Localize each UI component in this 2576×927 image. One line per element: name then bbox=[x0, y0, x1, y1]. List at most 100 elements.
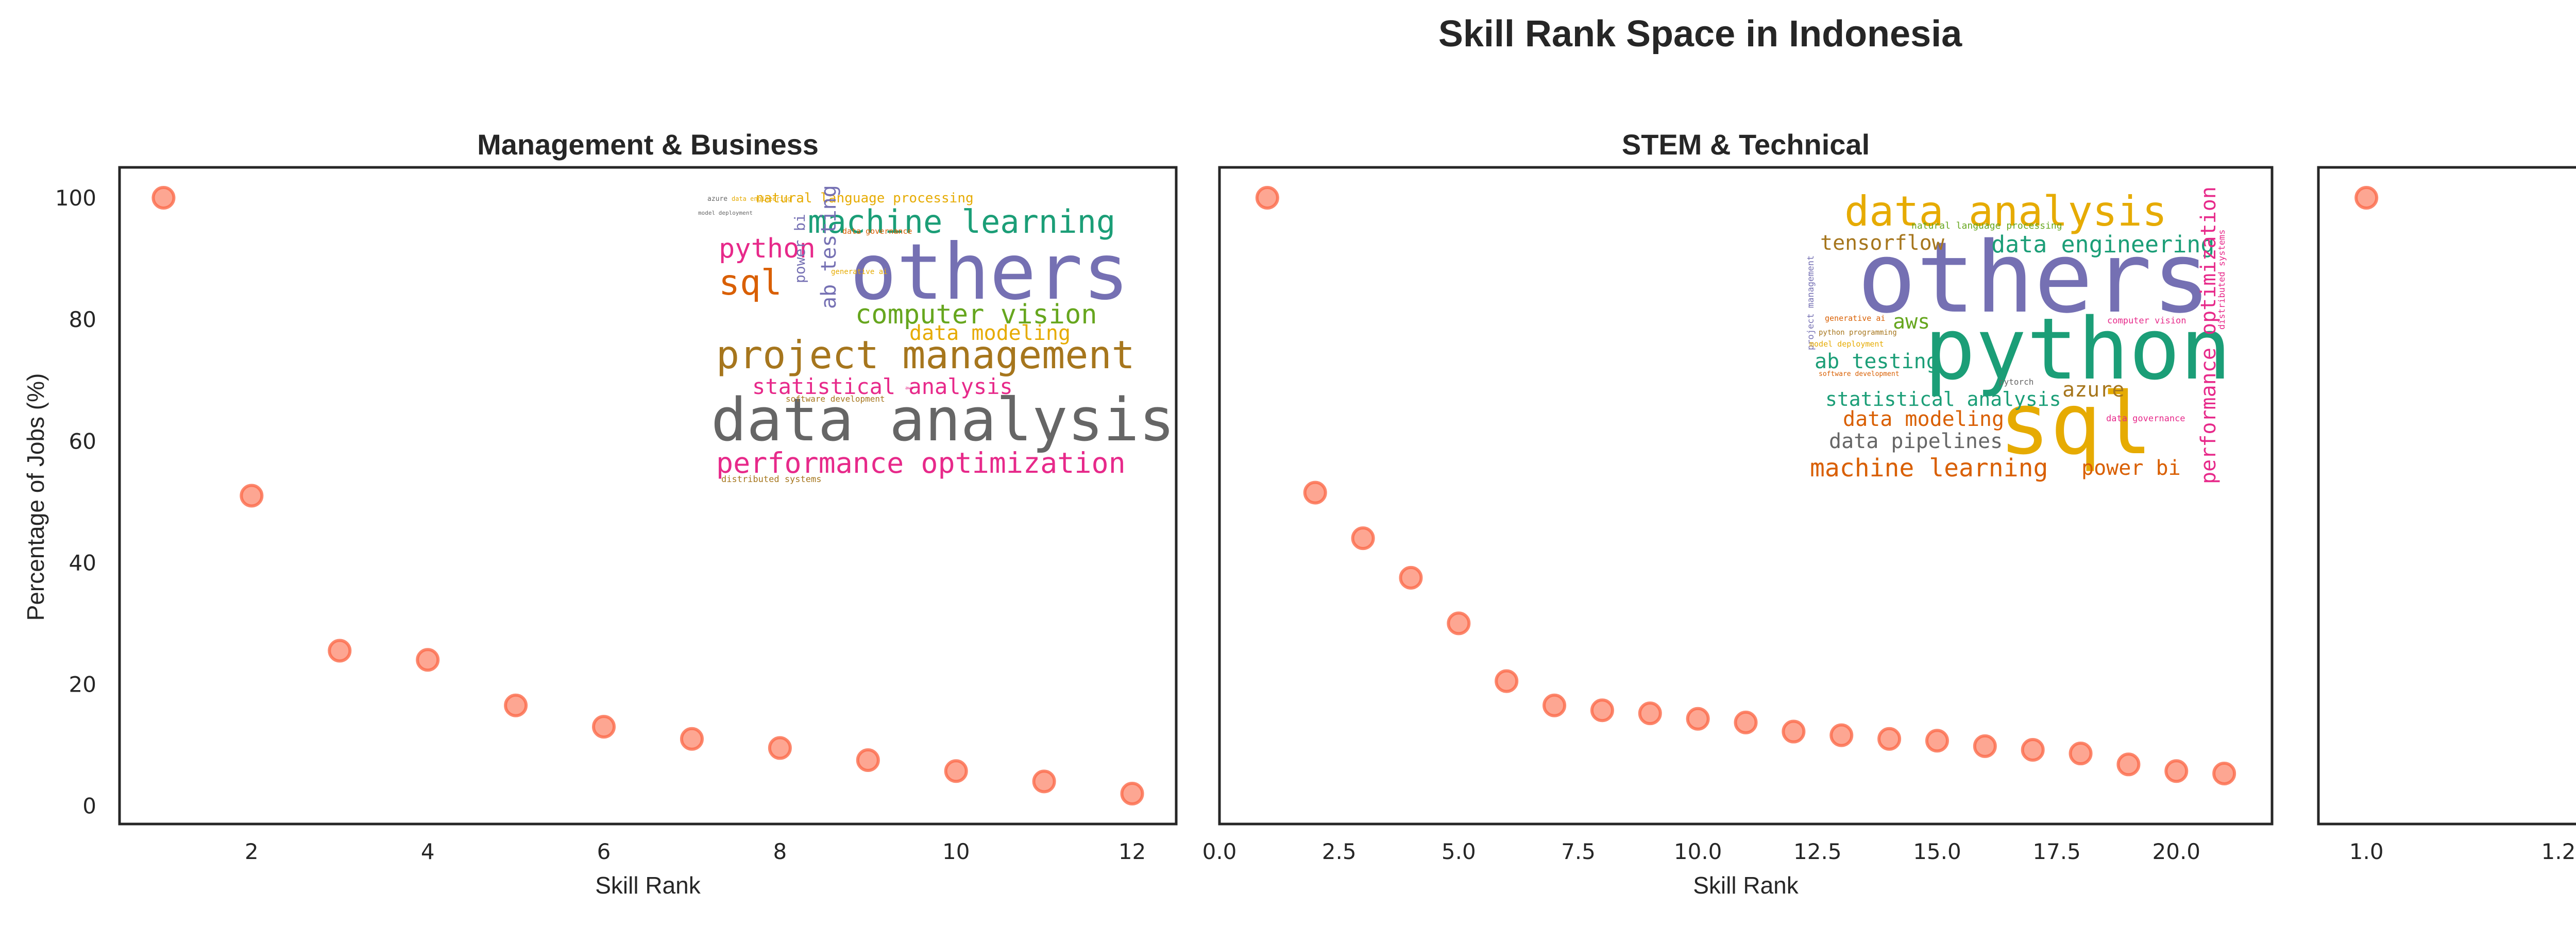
data-point bbox=[1734, 710, 1758, 734]
y-tick-label: 100 bbox=[55, 185, 96, 211]
data-point bbox=[856, 748, 880, 772]
y-tick-label: 60 bbox=[69, 428, 96, 454]
data-point bbox=[1303, 480, 1327, 505]
data-point bbox=[328, 639, 352, 663]
word-cloud-term: data analysis bbox=[1844, 187, 2167, 235]
x-tick-label: 5.0 bbox=[1442, 839, 1476, 864]
x-tick-label: 12.5 bbox=[1793, 839, 1842, 864]
word-cloud-term: natural language processing bbox=[1911, 220, 2062, 231]
y-tick-label: 20 bbox=[69, 672, 96, 697]
x-tick-label: 17.5 bbox=[2032, 839, 2081, 864]
word-cloud-term: power bi bbox=[2081, 456, 2181, 480]
word-cloud-term: performance optimization bbox=[716, 447, 1126, 479]
word-cloud-term: sql bbox=[1999, 374, 2153, 473]
word-cloud-term: model deployment bbox=[1809, 339, 1884, 349]
x-axis-label: Skill Rank bbox=[595, 872, 701, 899]
word-cloud-term: software development bbox=[1819, 370, 1900, 378]
x-tick-label: 6 bbox=[597, 839, 611, 864]
data-point bbox=[1495, 669, 1519, 693]
data-point bbox=[2069, 742, 2093, 766]
word-cloud-term: natural language processing bbox=[756, 191, 974, 206]
x-axis-label: Skill Rank bbox=[1693, 872, 1799, 899]
word-cloud-term: ab testing bbox=[817, 185, 841, 309]
word-cloud-term: data pipelines bbox=[1829, 430, 2003, 453]
word-cloud-term: others bbox=[850, 228, 1129, 317]
x-tick-label: 20.0 bbox=[2153, 839, 2201, 864]
axes-frame bbox=[2317, 166, 2576, 826]
word-cloud-term: data governance bbox=[842, 227, 912, 236]
word-cloud-term: python bbox=[719, 233, 816, 264]
data-point bbox=[1877, 727, 1902, 751]
data-point bbox=[1782, 719, 1806, 744]
data-point bbox=[1255, 186, 1279, 210]
word-cloud-term: data modeling bbox=[1843, 407, 2004, 431]
data-point bbox=[1590, 698, 1614, 723]
data-point bbox=[1032, 769, 1056, 794]
word-cloud-term: sql bbox=[719, 263, 782, 303]
axes-frame bbox=[118, 166, 1178, 826]
data-point bbox=[1638, 701, 1662, 726]
word-cloud-term: others bbox=[1857, 221, 2211, 335]
x-tick-label: 15.0 bbox=[1913, 839, 1961, 864]
word-cloud-term: data modeling bbox=[909, 321, 1071, 345]
panel-1: Management & Business others data analysis… bbox=[55, 128, 1178, 899]
x-tick-label: 2 bbox=[245, 839, 259, 864]
word-cloud-term: computer vision bbox=[855, 299, 1097, 330]
word-cloud-term: machine learning bbox=[808, 203, 1115, 241]
data-points bbox=[2354, 186, 2379, 210]
data-point bbox=[504, 693, 528, 717]
panel-title: STEM & Technical bbox=[1622, 128, 1870, 161]
x-tick-label: 10 bbox=[942, 839, 970, 864]
word-cloud-term: pytorch bbox=[1999, 377, 2033, 387]
word-cloud-term: data governance bbox=[2106, 414, 2185, 424]
y-axis-label: Percentage of Jobs (%) bbox=[22, 373, 49, 621]
word-cloud-term: azure bbox=[707, 195, 727, 203]
x-tick-label: 12 bbox=[1118, 839, 1146, 864]
word-cloud-term: generative ai bbox=[1825, 314, 1885, 323]
word-cloud-term: data analysis bbox=[711, 386, 1175, 455]
word-cloud-term: statistical analysis bbox=[1825, 388, 2061, 410]
panel-3: Service & Logisticsothersdistributed sys… bbox=[2317, 166, 2576, 864]
figure-title: Skill Rank Space in Indonesia bbox=[1438, 13, 1962, 55]
word-cloud-term: python programming bbox=[1819, 329, 1897, 337]
word-cloud-term: computer vision bbox=[2107, 316, 2187, 326]
data-point bbox=[1447, 611, 1471, 636]
word-cloud-term: machine learning bbox=[1810, 454, 2048, 483]
data-point bbox=[240, 484, 264, 508]
word-cloud-term: python bbox=[1924, 300, 2231, 399]
word-cloud-term: aws bbox=[1893, 310, 1930, 334]
word-cloud-term: model deployment bbox=[698, 210, 753, 216]
data-point bbox=[680, 727, 704, 751]
word-cloud-term: tensorflow bbox=[1820, 231, 1945, 255]
word-cloud-term: azure bbox=[2062, 378, 2124, 402]
word-cloud-term: generative ai bbox=[831, 268, 888, 276]
word-cloud-term: performance optimization bbox=[2197, 186, 2221, 484]
word-cloud-term: aws bbox=[905, 386, 913, 391]
word-cloud-term: power bi bbox=[791, 214, 808, 283]
data-point bbox=[1829, 723, 1854, 747]
word-cloud-term: ab testing bbox=[1815, 350, 1939, 373]
data-point bbox=[2021, 737, 2045, 762]
data-points bbox=[151, 186, 1144, 805]
data-point bbox=[768, 736, 792, 760]
data-point bbox=[2354, 186, 2379, 210]
y-tick-label: 0 bbox=[82, 794, 96, 819]
data-point bbox=[944, 759, 968, 783]
word-cloud-term: project management bbox=[716, 332, 1135, 377]
data-point bbox=[592, 715, 616, 739]
data-point bbox=[1399, 565, 1423, 590]
data-points bbox=[1255, 186, 2236, 786]
axes-frame bbox=[1218, 166, 2274, 826]
data-point bbox=[1973, 734, 1997, 758]
data-point bbox=[151, 186, 176, 210]
data-point bbox=[2164, 759, 2189, 783]
x-tick-label: 1.0 bbox=[2349, 839, 2384, 864]
data-point bbox=[1543, 693, 1567, 717]
y-tick-label: 80 bbox=[69, 307, 96, 332]
x-tick-label: 8 bbox=[773, 839, 787, 864]
data-point bbox=[2212, 762, 2236, 786]
data-point bbox=[2116, 752, 2141, 777]
